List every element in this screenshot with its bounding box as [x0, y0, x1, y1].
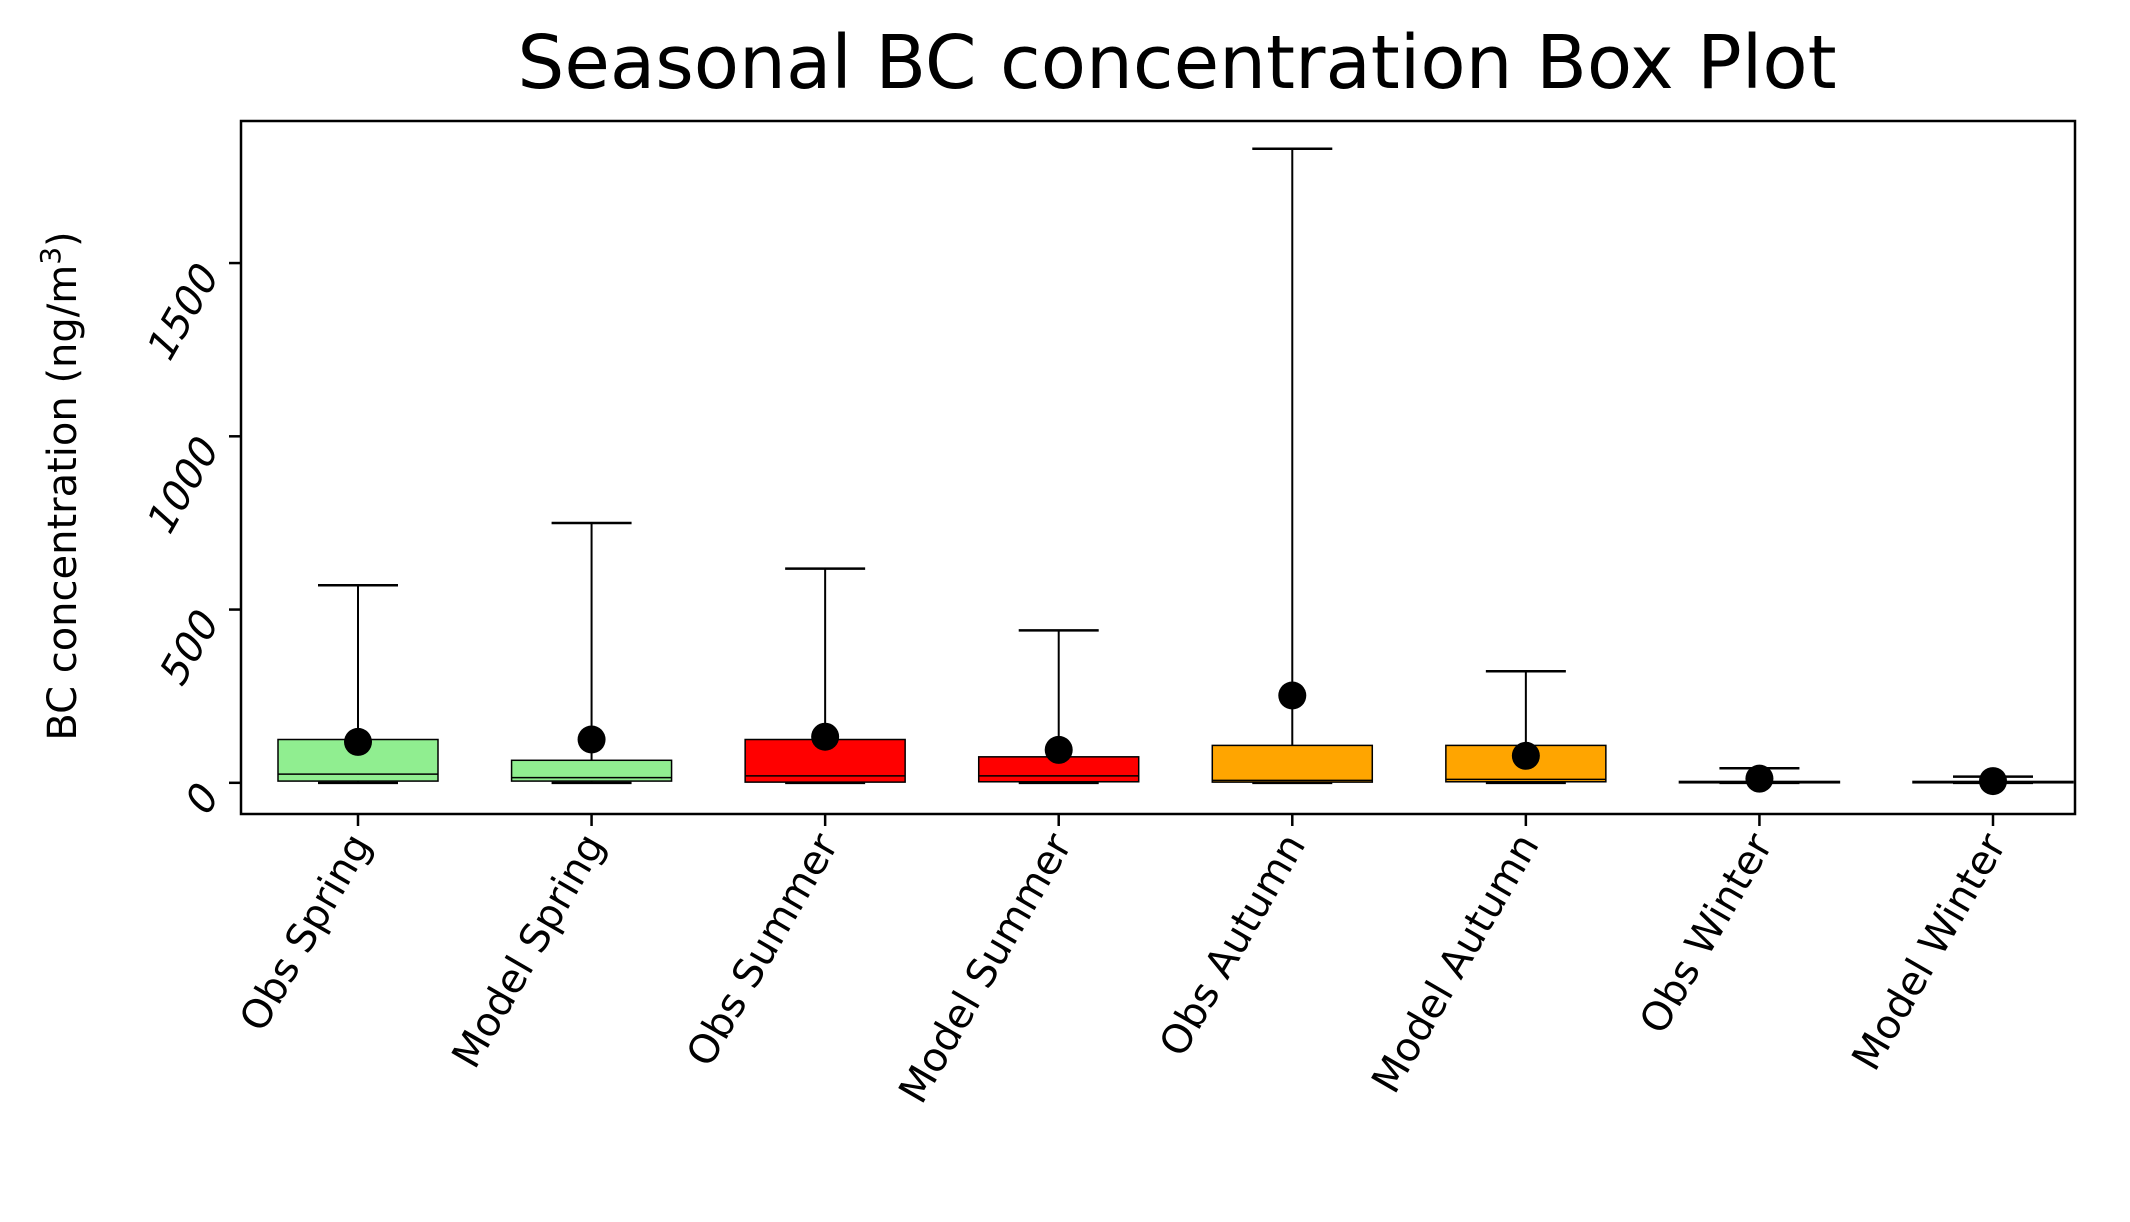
mean-marker	[1511, 741, 1540, 770]
y-tick-label: 1500	[140, 251, 227, 372]
y-tick-label: 0	[178, 771, 227, 826]
plot-frame	[239, 119, 2077, 816]
y-axis-ticks: 0 500 1000 1500	[140, 251, 241, 826]
box-group	[744, 567, 906, 785]
box-group	[977, 629, 1140, 785]
mean-marker	[811, 722, 840, 751]
x-tick-label: Obs Summer	[678, 826, 848, 1075]
x-tick-label: Model Summer	[890, 826, 1081, 1111]
box-group	[1912, 767, 2074, 796]
y-tick-label: 1000	[140, 425, 227, 546]
x-tick-label: Model Spring	[443, 826, 614, 1076]
box-group	[510, 521, 673, 785]
mean-marker	[1044, 735, 1073, 764]
mean-marker	[1278, 681, 1307, 710]
box-group	[1211, 147, 1374, 785]
box-iqr	[510, 759, 673, 782]
y-axis-label: BC concentration (ng/m3)	[34, 231, 86, 740]
box-series	[277, 147, 2074, 796]
x-tick-label: Model Winter	[1843, 826, 2015, 1079]
x-axis-ticks: Obs Spring Model Spring Obs Summer Model Su…	[231, 814, 2016, 1111]
mean-marker	[1745, 764, 1774, 793]
box-group	[1678, 764, 1841, 793]
x-tick-label: Obs Spring	[231, 826, 381, 1039]
x-tick-label: Obs Winter	[1631, 826, 1782, 1042]
x-tick-label: Model Autumn	[1363, 826, 1548, 1101]
x-tick-label: Obs Autumn	[1151, 826, 1315, 1064]
mean-marker	[344, 727, 372, 756]
box-group	[1445, 669, 1607, 785]
y-axis-label-superscript: 3	[34, 247, 67, 265]
mean-marker	[1979, 767, 2007, 796]
box-iqr	[1211, 744, 1374, 783]
box-group	[277, 584, 439, 785]
y-tick-label: 500	[152, 598, 226, 697]
mean-marker	[577, 725, 606, 754]
y-axis-label-close: )	[40, 231, 86, 247]
chart-title: Seasonal BC concentration Box Plot	[517, 20, 1836, 106]
y-axis-label-text: BC concentration (ng/m	[40, 265, 86, 741]
